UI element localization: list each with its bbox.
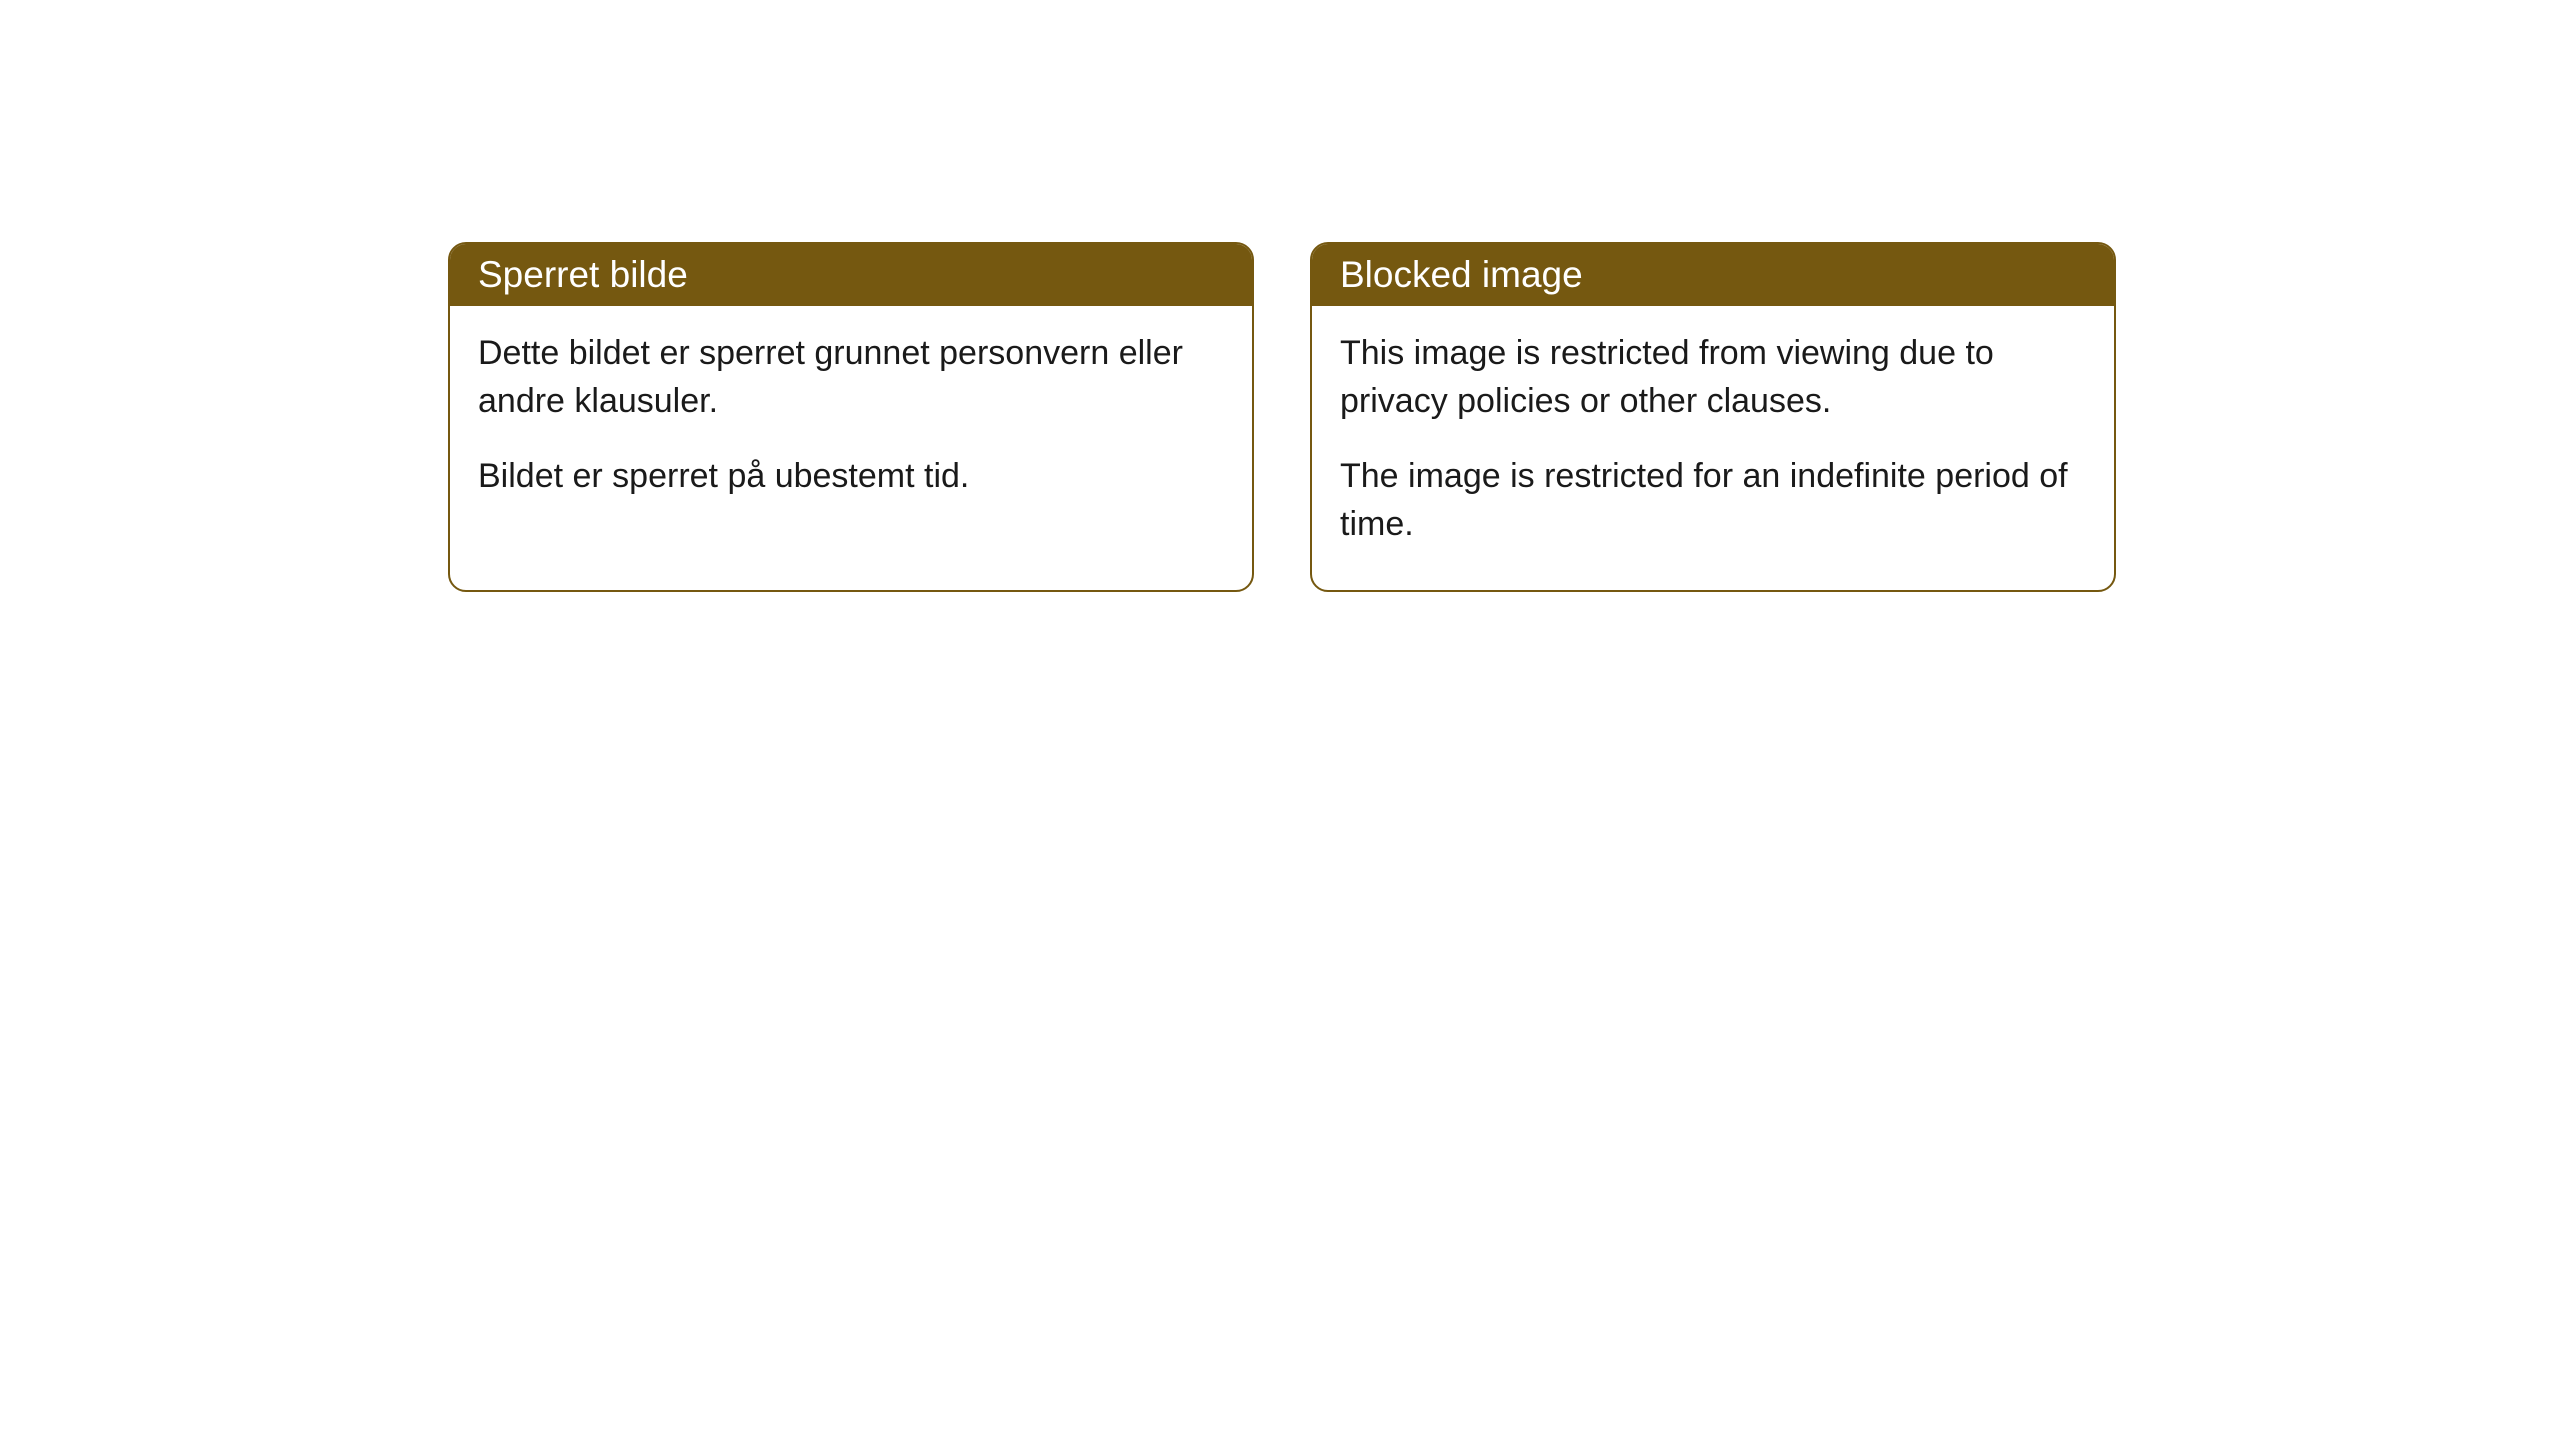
card-paragraph: Bildet er sperret på ubestemt tid. <box>478 453 1224 501</box>
card-body: This image is restricted from viewing du… <box>1312 306 2114 590</box>
blocked-image-card-norwegian: Sperret bilde Dette bildet er sperret gr… <box>448 242 1254 592</box>
blocked-image-card-english: Blocked image This image is restricted f… <box>1310 242 2116 592</box>
card-header: Sperret bilde <box>450 244 1252 306</box>
card-title: Sperret bilde <box>478 254 688 295</box>
card-paragraph: This image is restricted from viewing du… <box>1340 330 2086 425</box>
card-body: Dette bildet er sperret grunnet personve… <box>450 306 1252 543</box>
cards-container: Sperret bilde Dette bildet er sperret gr… <box>448 242 2116 592</box>
card-header: Blocked image <box>1312 244 2114 306</box>
card-paragraph: Dette bildet er sperret grunnet personve… <box>478 330 1224 425</box>
card-paragraph: The image is restricted for an indefinit… <box>1340 453 2086 548</box>
card-title: Blocked image <box>1340 254 1583 295</box>
